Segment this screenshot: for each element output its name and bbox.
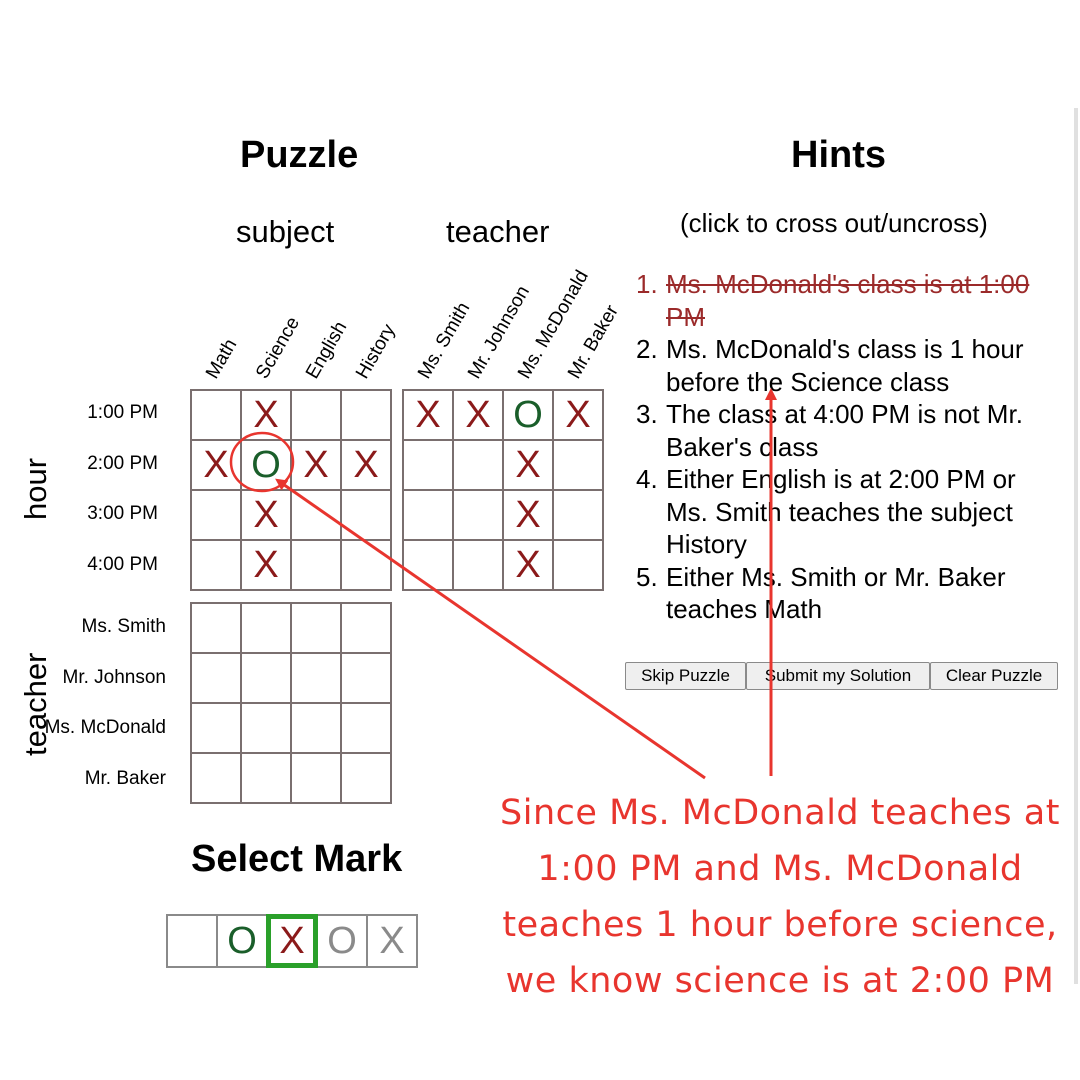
hint-text: Either English is at 2:00 PM or Ms. Smit… <box>666 464 1016 559</box>
grid-cell[interactable]: X <box>503 490 553 540</box>
page-right-edge <box>1074 108 1078 984</box>
teacher-row-label: Ms. Smith <box>81 616 166 637</box>
puzzle-title: Puzzle <box>240 134 359 176</box>
grid-cell[interactable]: X <box>553 390 603 440</box>
grid-cell[interactable] <box>191 703 241 753</box>
hint-item[interactable]: 5. Either Ms. Smith or Mr. Baker teaches … <box>636 561 1056 626</box>
grid-cell[interactable] <box>403 440 453 490</box>
arrow-to-science-cell <box>275 478 706 780</box>
hour-row-label: 4:00 PM <box>87 553 158 575</box>
grid-cell[interactable] <box>341 653 391 703</box>
grid-cell[interactable] <box>341 490 391 540</box>
hint-number: 5. <box>636 561 658 592</box>
o-mark-option[interactable]: O <box>216 914 268 968</box>
grid-cell[interactable] <box>453 440 503 490</box>
grid-cell[interactable]: X <box>403 390 453 440</box>
hint-item[interactable]: 3. The class at 4:00 PM is not Mr. Baker'… <box>636 398 1056 463</box>
grid-cell[interactable] <box>291 390 341 440</box>
teacher-row-label: Mr. Johnson <box>62 666 167 688</box>
grid-cell[interactable] <box>553 540 603 590</box>
grid-cell[interactable] <box>341 603 391 653</box>
grid-cell[interactable]: X <box>191 440 241 490</box>
hour-row-label: 3:00 PM <box>87 503 158 524</box>
hint-item[interactable]: 2. Ms. McDonald's class is 1 hour before … <box>636 333 1056 398</box>
select-mark-title: Select Mark <box>191 838 403 880</box>
hour-row-label: 2:00 PM <box>87 452 158 474</box>
clear-puzzle-button[interactable]: Clear Puzzle <box>930 662 1058 690</box>
hint-text: Ms. McDonald's class is 1 hour before th… <box>666 334 1024 397</box>
grid-cell[interactable] <box>403 490 453 540</box>
hint-number: 3. <box>636 399 658 429</box>
grid-cell[interactable] <box>191 753 241 803</box>
grid-cell[interactable]: X <box>291 440 341 490</box>
grid-cell[interactable] <box>241 753 291 803</box>
highlight-circle <box>229 431 295 493</box>
grid-cell[interactable] <box>341 703 391 753</box>
submit-solution-button[interactable]: Submit my Solution <box>746 662 930 690</box>
hint-number: 4. <box>636 464 658 494</box>
teacher-section-label: teacher <box>446 214 550 249</box>
hint-text: Ms. McDonald's class is at 1:00 PM <box>666 269 1030 332</box>
grid-cell[interactable] <box>191 653 241 703</box>
grid-cell[interactable] <box>291 653 341 703</box>
hint-text: Either Ms. Smith or Mr. Baker teaches Ma… <box>666 561 1006 625</box>
grid-cell[interactable] <box>191 540 241 590</box>
grid-cell[interactable]: X <box>241 490 291 540</box>
grid-cell[interactable] <box>241 603 291 653</box>
grid-cell[interactable] <box>241 653 291 703</box>
grid-cell[interactable]: X <box>341 440 391 490</box>
grid-cell[interactable]: X <box>241 540 291 590</box>
grid-cell[interactable] <box>191 390 241 440</box>
grid-cell[interactable] <box>403 540 453 590</box>
teacher-row-label: Ms. McDonald <box>44 717 166 738</box>
grid-cell[interactable] <box>191 490 241 540</box>
x-mark-option[interactable]: X <box>266 914 318 968</box>
grid-cell[interactable]: O <box>241 440 291 490</box>
hints-title: Hints <box>791 134 886 176</box>
hint-text: The class at 4:00 PM is not Mr. Baker's … <box>666 399 1023 462</box>
grid-cell[interactable] <box>291 603 341 653</box>
grid-cell[interactable] <box>341 753 391 803</box>
grid-cell[interactable] <box>291 490 341 540</box>
grid-cell[interactable]: X <box>241 390 291 440</box>
skip-puzzle-button[interactable]: Skip Puzzle <box>625 662 746 690</box>
grid-cell[interactable]: O <box>503 390 553 440</box>
grid-cell[interactable]: X <box>503 440 553 490</box>
subject-section-label: subject <box>236 214 335 249</box>
hint-number: 2. <box>636 334 658 364</box>
grid-cell[interactable] <box>341 390 391 440</box>
hints-list: 1. Ms. McDonald's class is at 1:00 PM 2. Ms… <box>636 268 1056 626</box>
grid-cell[interactable] <box>553 440 603 490</box>
annotation-text: Since Ms. McDonald teaches at 1:00 PM an… <box>500 793 1060 1001</box>
hint-item[interactable]: 1. Ms. McDonald's class is at 1:00 PM <box>636 268 1056 333</box>
teacher-row-label: Mr. Baker <box>84 767 166 789</box>
grid-cell[interactable] <box>241 703 291 753</box>
hint-item[interactable]: 4. Either English is at 2:00 PM or Ms. Sm… <box>636 463 1056 561</box>
x-mark-option[interactable]: X <box>366 914 418 968</box>
teacher-subject-grid <box>190 602 392 804</box>
grid-cell[interactable]: X <box>453 390 503 440</box>
grid-cell[interactable] <box>291 753 341 803</box>
grid-cell[interactable] <box>291 703 341 753</box>
grid-cell[interactable] <box>191 603 241 653</box>
grid-cell[interactable] <box>553 490 603 540</box>
grid-cell[interactable] <box>453 490 503 540</box>
hint-number: 1. <box>636 269 658 299</box>
hour-row-label: 1:00 PM <box>87 402 158 423</box>
grid-cell[interactable] <box>453 540 503 590</box>
hints-subtitle: (click to cross out/uncross) <box>680 208 988 238</box>
grid-cell[interactable] <box>291 540 341 590</box>
grid-cell[interactable]: X <box>503 540 553 590</box>
